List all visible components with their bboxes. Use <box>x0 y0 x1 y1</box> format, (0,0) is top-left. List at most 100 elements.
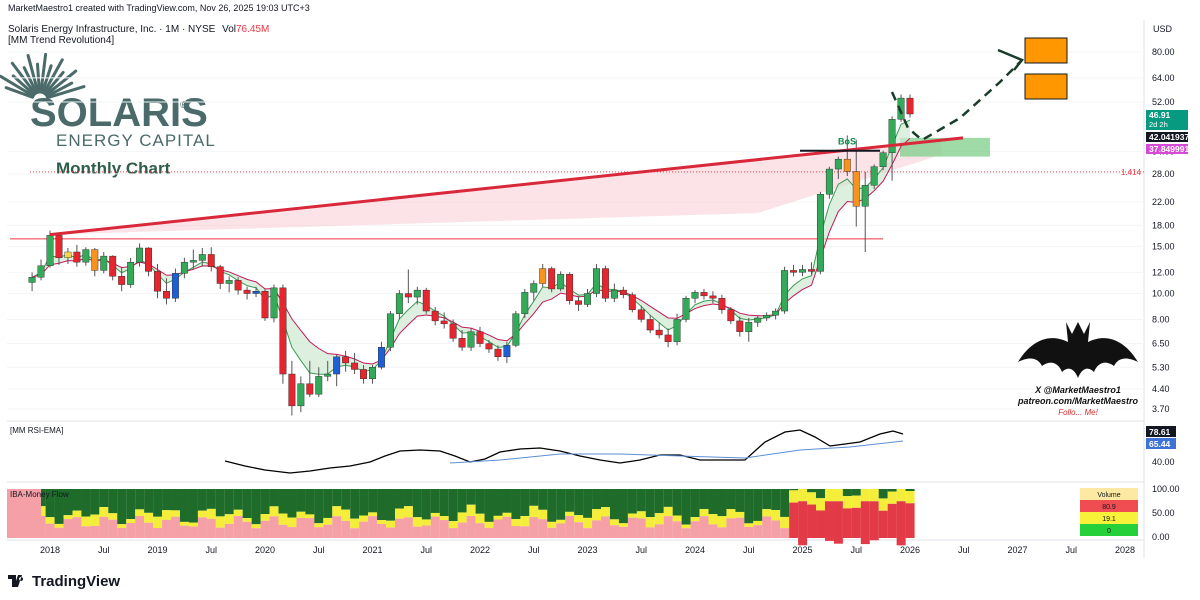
mf-bar-red <box>654 524 664 538</box>
mf-legend-text: 0 <box>1107 528 1111 535</box>
mf-bar <box>475 489 485 538</box>
mf-bar-red <box>771 520 781 538</box>
tradingview-logo[interactable]: TradingView <box>8 573 120 590</box>
mf-bar-yellow <box>860 489 870 502</box>
candle-body <box>449 323 457 339</box>
vol-label: Vol <box>222 24 236 35</box>
price-badge-value: 42.041937 <box>1149 132 1189 142</box>
tradingview-icon <box>8 575 24 587</box>
candle <box>279 284 287 384</box>
candle-body <box>646 319 654 331</box>
drawings-under: 1.414 <box>10 119 1144 375</box>
mf-bar-yellow <box>663 506 673 517</box>
mf-bar-red <box>439 520 449 538</box>
mf-bar-yellow <box>529 505 539 518</box>
candle-body <box>888 119 896 153</box>
mf-bar-red <box>484 527 494 538</box>
time-tick: Jul <box>98 545 110 555</box>
symbol-title[interactable]: Solaris Energy Infrastructure, Inc. · 1M… <box>8 24 216 35</box>
mf-bar-green <box>117 489 127 525</box>
time-tick: Jul <box>635 545 647 555</box>
candle-body <box>100 255 108 271</box>
candle-body <box>754 317 762 323</box>
candle-body <box>180 261 188 274</box>
price-axis[interactable]: 80.0064.0052.0034.0028.0022.0018.0015.00… <box>1152 47 1175 414</box>
mf-bar-red <box>412 526 422 538</box>
mf-bar-green <box>99 489 109 508</box>
candle-body <box>575 300 582 305</box>
candles <box>28 94 914 416</box>
mf-bar-red <box>592 520 602 538</box>
mf-bar-yellow <box>403 506 413 518</box>
mf-bar-green <box>224 489 234 515</box>
mf-bar-green <box>394 489 404 509</box>
candle <box>548 266 556 293</box>
mf-bar-yellow <box>824 489 834 502</box>
candle <box>870 164 878 189</box>
mf-bar-red <box>538 519 548 538</box>
candle <box>808 262 815 275</box>
candle-body <box>386 313 394 348</box>
mf-bar-green <box>735 489 745 512</box>
candle-body <box>225 280 233 284</box>
candle-body <box>852 171 860 207</box>
mf-bar <box>672 489 682 538</box>
candle <box>646 315 654 334</box>
mf-bar-red <box>323 524 333 538</box>
mf-bar-red <box>81 526 91 538</box>
logo-word: SOLARIS <box>30 91 208 135</box>
mf-bar <box>824 489 834 541</box>
mf-bar <box>592 489 602 538</box>
mf-bar-green <box>609 489 619 520</box>
mf-bar-red <box>529 517 539 538</box>
mf-bar-red <box>493 519 503 538</box>
mf-bar-red <box>565 515 575 538</box>
candle-body <box>539 268 547 284</box>
time-axis[interactable]: 2018 Jul 2019 Jul 2020 Jul 2021 Jul 2022 Jul 2023 J… <box>40 545 1135 555</box>
candle <box>799 264 806 277</box>
mf-bar-yellow <box>627 513 637 518</box>
candle <box>261 288 269 321</box>
mf-bar <box>538 489 548 538</box>
mf-bar-red <box>583 528 593 538</box>
mf-bar-red <box>377 524 387 538</box>
mf-bar-green <box>81 489 91 517</box>
time-tick: 2021 <box>362 545 382 555</box>
mf-bar <box>807 489 817 538</box>
mf-bar-red <box>824 501 834 541</box>
mf-bar-red <box>108 519 118 538</box>
mf-bar <box>350 489 360 538</box>
mf-bar-yellow <box>296 511 306 518</box>
candle-body <box>530 283 538 293</box>
candle <box>252 286 260 298</box>
sun-ray <box>42 58 64 95</box>
candle <box>109 255 117 281</box>
mf-bar <box>708 489 718 538</box>
time-tick: Jul <box>1065 545 1077 555</box>
mf-bar-green <box>645 489 655 518</box>
candle-body <box>297 383 305 407</box>
candle-body <box>234 280 242 291</box>
candle-body <box>413 289 421 298</box>
candle <box>610 283 618 302</box>
mf-bar-green <box>197 489 207 511</box>
mf-bar-red <box>224 523 234 538</box>
candle <box>422 287 430 314</box>
mf-bar-green <box>242 489 252 519</box>
mf-bar-green <box>538 489 548 510</box>
candle-body <box>781 270 789 312</box>
candle-body <box>279 287 287 375</box>
candle <box>628 292 636 313</box>
mf-bar-yellow <box>583 517 593 529</box>
mf-bar-yellow <box>448 521 458 529</box>
sun-ray <box>10 61 37 96</box>
candle <box>458 330 466 351</box>
mf-bar <box>296 489 306 538</box>
candle-body <box>216 266 224 284</box>
mf-bar-yellow <box>538 509 548 520</box>
mf-bar-red <box>717 527 727 538</box>
mf-bar-green <box>305 489 315 515</box>
indicator-main-label[interactable]: [MM Trend Revolution4] <box>8 35 115 46</box>
mf-bar-yellow <box>135 509 145 516</box>
